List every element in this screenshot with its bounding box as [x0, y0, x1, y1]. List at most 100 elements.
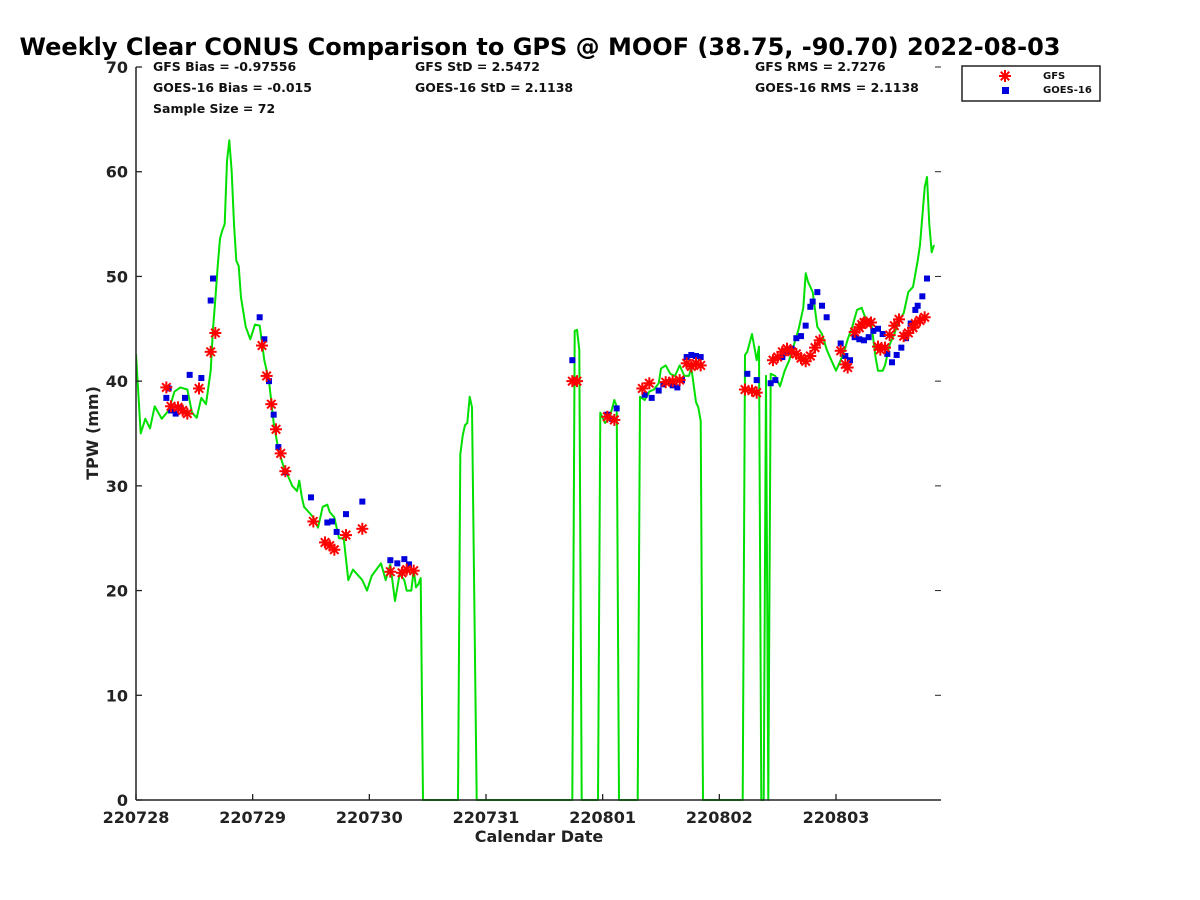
y-tick-label: 40 — [106, 372, 128, 391]
gfs-point — [694, 359, 707, 372]
goes16-point — [210, 275, 216, 282]
goes16-point — [324, 519, 331, 526]
goes16-point — [884, 350, 891, 357]
x-axis-label: Calendar Date — [475, 827, 604, 846]
gfs-point — [384, 565, 397, 578]
x-tick-label: 220803 — [803, 808, 870, 827]
gfs-std-stat: GFS StD = 2.5472 — [415, 59, 540, 74]
goes16-point — [261, 336, 268, 343]
y-tick-label: 0 — [117, 791, 128, 810]
x-ticks: 220728 220729 220730 220731 220801 220802 2208… — [103, 794, 870, 827]
goes16-point — [744, 370, 751, 377]
goes16-point — [875, 325, 881, 332]
goes16-point — [772, 377, 779, 384]
goes-std-stat: GOES-16 StD = 2.1138 — [415, 80, 573, 95]
y-tick-label: 60 — [106, 163, 128, 182]
goes16-point — [842, 353, 849, 360]
goes16-point — [819, 302, 825, 309]
x-tick-label: 220801 — [569, 808, 636, 827]
gfs-point — [750, 386, 763, 399]
gfs-point — [636, 382, 649, 395]
goes16-point — [275, 444, 282, 451]
gfs-point — [193, 382, 205, 395]
y-tick-label: 70 — [106, 58, 128, 77]
goes16-point — [693, 353, 699, 360]
gfs-point — [804, 350, 817, 363]
gfs-rms-stat: GFS RMS = 2.7276 — [755, 59, 886, 74]
gfs-point — [739, 383, 751, 396]
gfs-point — [673, 374, 686, 387]
legend-box — [961, 65, 1101, 102]
goes16-point — [870, 327, 877, 334]
goes16-point — [406, 561, 412, 568]
gfs-point — [265, 398, 278, 411]
goes16-point — [847, 357, 853, 364]
goes16-point — [837, 340, 844, 347]
y-ticks: 0 10 20 30 40 50 60 70 — [106, 58, 941, 810]
goes16-point — [329, 518, 335, 525]
goes16-point — [648, 394, 655, 401]
gfs-point — [809, 341, 821, 354]
goes16-point — [401, 556, 408, 563]
goes16-point — [359, 498, 366, 505]
goes16-point — [186, 371, 193, 378]
goes16-point — [919, 293, 926, 300]
gfs-point — [666, 375, 679, 388]
chart-title: Weekly Clear CONUS Comparison to GPS @ M… — [20, 33, 1061, 61]
goes16-point — [798, 333, 804, 340]
gfs-point — [328, 543, 341, 556]
goes16-point — [674, 384, 681, 391]
x-tick-label: 220729 — [219, 808, 286, 827]
legend-gfs-marker — [999, 70, 1011, 82]
x-tick-label: 220731 — [453, 808, 520, 827]
goes16-point — [343, 511, 349, 518]
goes16-point — [893, 351, 900, 358]
series-layer — [136, 139, 935, 801]
goes16-point — [308, 494, 314, 501]
gfs-point — [270, 423, 282, 436]
goes16-point — [270, 411, 277, 418]
gfs-point — [260, 369, 273, 382]
x-tick-label: 220802 — [686, 808, 753, 827]
goes16-point — [266, 378, 272, 385]
gfs-point — [608, 413, 621, 426]
goes16-point — [172, 410, 179, 417]
gps-tpw-line — [136, 139, 935, 801]
x-tick-label: 220728 — [103, 808, 170, 827]
gfs-point — [902, 326, 915, 339]
goes16-point — [394, 560, 401, 567]
goes16-point — [753, 377, 760, 384]
gfs-point — [813, 334, 826, 347]
legend-label: GOES-16 — [1043, 85, 1092, 96]
goes16-point — [914, 302, 921, 309]
gfs-point — [879, 341, 891, 354]
goes16-point — [256, 314, 263, 321]
gfs-point — [256, 339, 268, 352]
goes16-point — [879, 331, 886, 338]
gfs-point — [209, 326, 222, 339]
goes16-point — [163, 394, 170, 401]
gfs-point — [893, 313, 905, 326]
goes16-point — [697, 354, 704, 361]
goes16-point — [207, 297, 214, 304]
goes16-point — [807, 303, 814, 310]
y-axis-label: TPW (mm) — [83, 386, 102, 480]
y-tick-label: 50 — [106, 267, 128, 286]
goes16-point — [333, 528, 340, 535]
goes16-point — [767, 380, 774, 387]
gfs-bias-stat: GFS Bias = -0.97556 — [153, 59, 296, 74]
gfs-point — [340, 529, 352, 542]
gfs-point — [307, 515, 320, 528]
goes16-point — [823, 314, 830, 321]
gfs-point — [571, 375, 583, 388]
legend: GFS GOES-16 — [961, 65, 1101, 102]
goes16-point — [889, 359, 895, 366]
goes16-point — [182, 394, 188, 401]
goes16-point — [802, 322, 809, 329]
y-tick-label: 30 — [106, 477, 128, 496]
goes16-point — [856, 336, 863, 343]
goes16-point — [924, 275, 930, 282]
gfs-point — [834, 344, 847, 357]
gfs-point — [883, 329, 896, 342]
